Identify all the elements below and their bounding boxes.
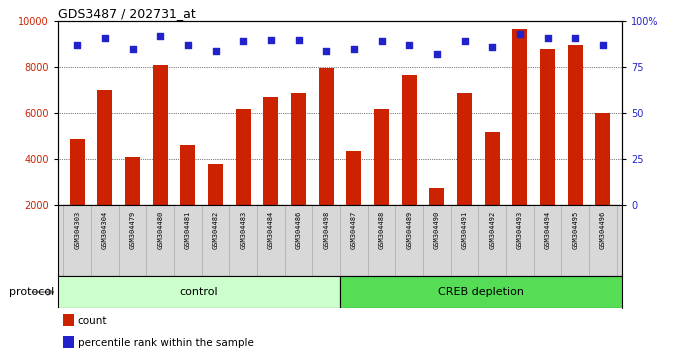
Bar bbox=[97, 90, 112, 205]
Bar bbox=[402, 75, 417, 205]
Point bbox=[598, 42, 609, 48]
Point bbox=[570, 35, 581, 41]
Bar bbox=[63, 336, 73, 348]
Text: GSM304492: GSM304492 bbox=[489, 211, 495, 249]
Text: GSM304494: GSM304494 bbox=[545, 211, 551, 249]
Point bbox=[71, 42, 82, 48]
Text: GSM304489: GSM304489 bbox=[406, 211, 412, 249]
Text: GSM304490: GSM304490 bbox=[434, 211, 440, 249]
Text: GSM304495: GSM304495 bbox=[572, 211, 578, 249]
Point bbox=[487, 44, 498, 50]
Point bbox=[376, 39, 387, 44]
Text: GSM304479: GSM304479 bbox=[129, 211, 135, 249]
Bar bbox=[568, 45, 583, 205]
Point bbox=[265, 37, 276, 42]
Text: GSM304496: GSM304496 bbox=[600, 211, 606, 249]
Point bbox=[431, 52, 442, 57]
Point bbox=[293, 37, 304, 42]
Point bbox=[155, 33, 166, 39]
Bar bbox=[69, 138, 85, 205]
Text: GSM304488: GSM304488 bbox=[379, 211, 384, 249]
Point bbox=[514, 31, 525, 37]
Bar bbox=[540, 49, 555, 205]
Bar bbox=[63, 314, 73, 326]
Bar bbox=[429, 188, 445, 205]
Bar bbox=[235, 109, 251, 205]
Bar bbox=[340, 276, 622, 308]
Point bbox=[210, 48, 221, 53]
Point bbox=[404, 42, 415, 48]
Text: GSM304491: GSM304491 bbox=[462, 211, 468, 249]
Text: GSM304303: GSM304303 bbox=[74, 211, 80, 249]
Text: GSM304480: GSM304480 bbox=[157, 211, 163, 249]
Bar bbox=[374, 109, 389, 205]
Bar bbox=[152, 65, 168, 205]
Point bbox=[459, 39, 470, 44]
Bar bbox=[595, 113, 611, 205]
Bar bbox=[457, 92, 472, 205]
Text: CREB depletion: CREB depletion bbox=[438, 287, 524, 297]
Text: protocol: protocol bbox=[9, 287, 54, 297]
Point bbox=[238, 39, 249, 44]
Point bbox=[321, 48, 332, 53]
Bar bbox=[180, 145, 195, 205]
Bar bbox=[263, 97, 278, 205]
Text: GSM304487: GSM304487 bbox=[351, 211, 357, 249]
Point bbox=[127, 46, 138, 52]
Text: GDS3487 / 202731_at: GDS3487 / 202731_at bbox=[58, 7, 196, 20]
Text: GSM304493: GSM304493 bbox=[517, 211, 523, 249]
Bar bbox=[346, 151, 362, 205]
Text: GSM304481: GSM304481 bbox=[185, 211, 191, 249]
Text: GSM304486: GSM304486 bbox=[296, 211, 301, 249]
Point bbox=[542, 35, 553, 41]
Text: percentile rank within the sample: percentile rank within the sample bbox=[78, 338, 254, 348]
Point bbox=[182, 42, 193, 48]
Bar bbox=[58, 276, 340, 308]
Point bbox=[99, 35, 110, 41]
Bar bbox=[208, 164, 223, 205]
Point bbox=[348, 46, 359, 52]
Bar bbox=[318, 68, 334, 205]
Bar bbox=[291, 92, 306, 205]
Bar bbox=[125, 157, 140, 205]
Text: GSM304482: GSM304482 bbox=[213, 211, 218, 249]
Text: GSM304498: GSM304498 bbox=[323, 211, 329, 249]
Bar bbox=[485, 132, 500, 205]
Bar bbox=[512, 29, 528, 205]
Text: GSM304304: GSM304304 bbox=[102, 211, 108, 249]
Text: GSM304484: GSM304484 bbox=[268, 211, 274, 249]
Text: control: control bbox=[180, 287, 218, 297]
Text: GSM304483: GSM304483 bbox=[240, 211, 246, 249]
Text: count: count bbox=[78, 316, 107, 326]
